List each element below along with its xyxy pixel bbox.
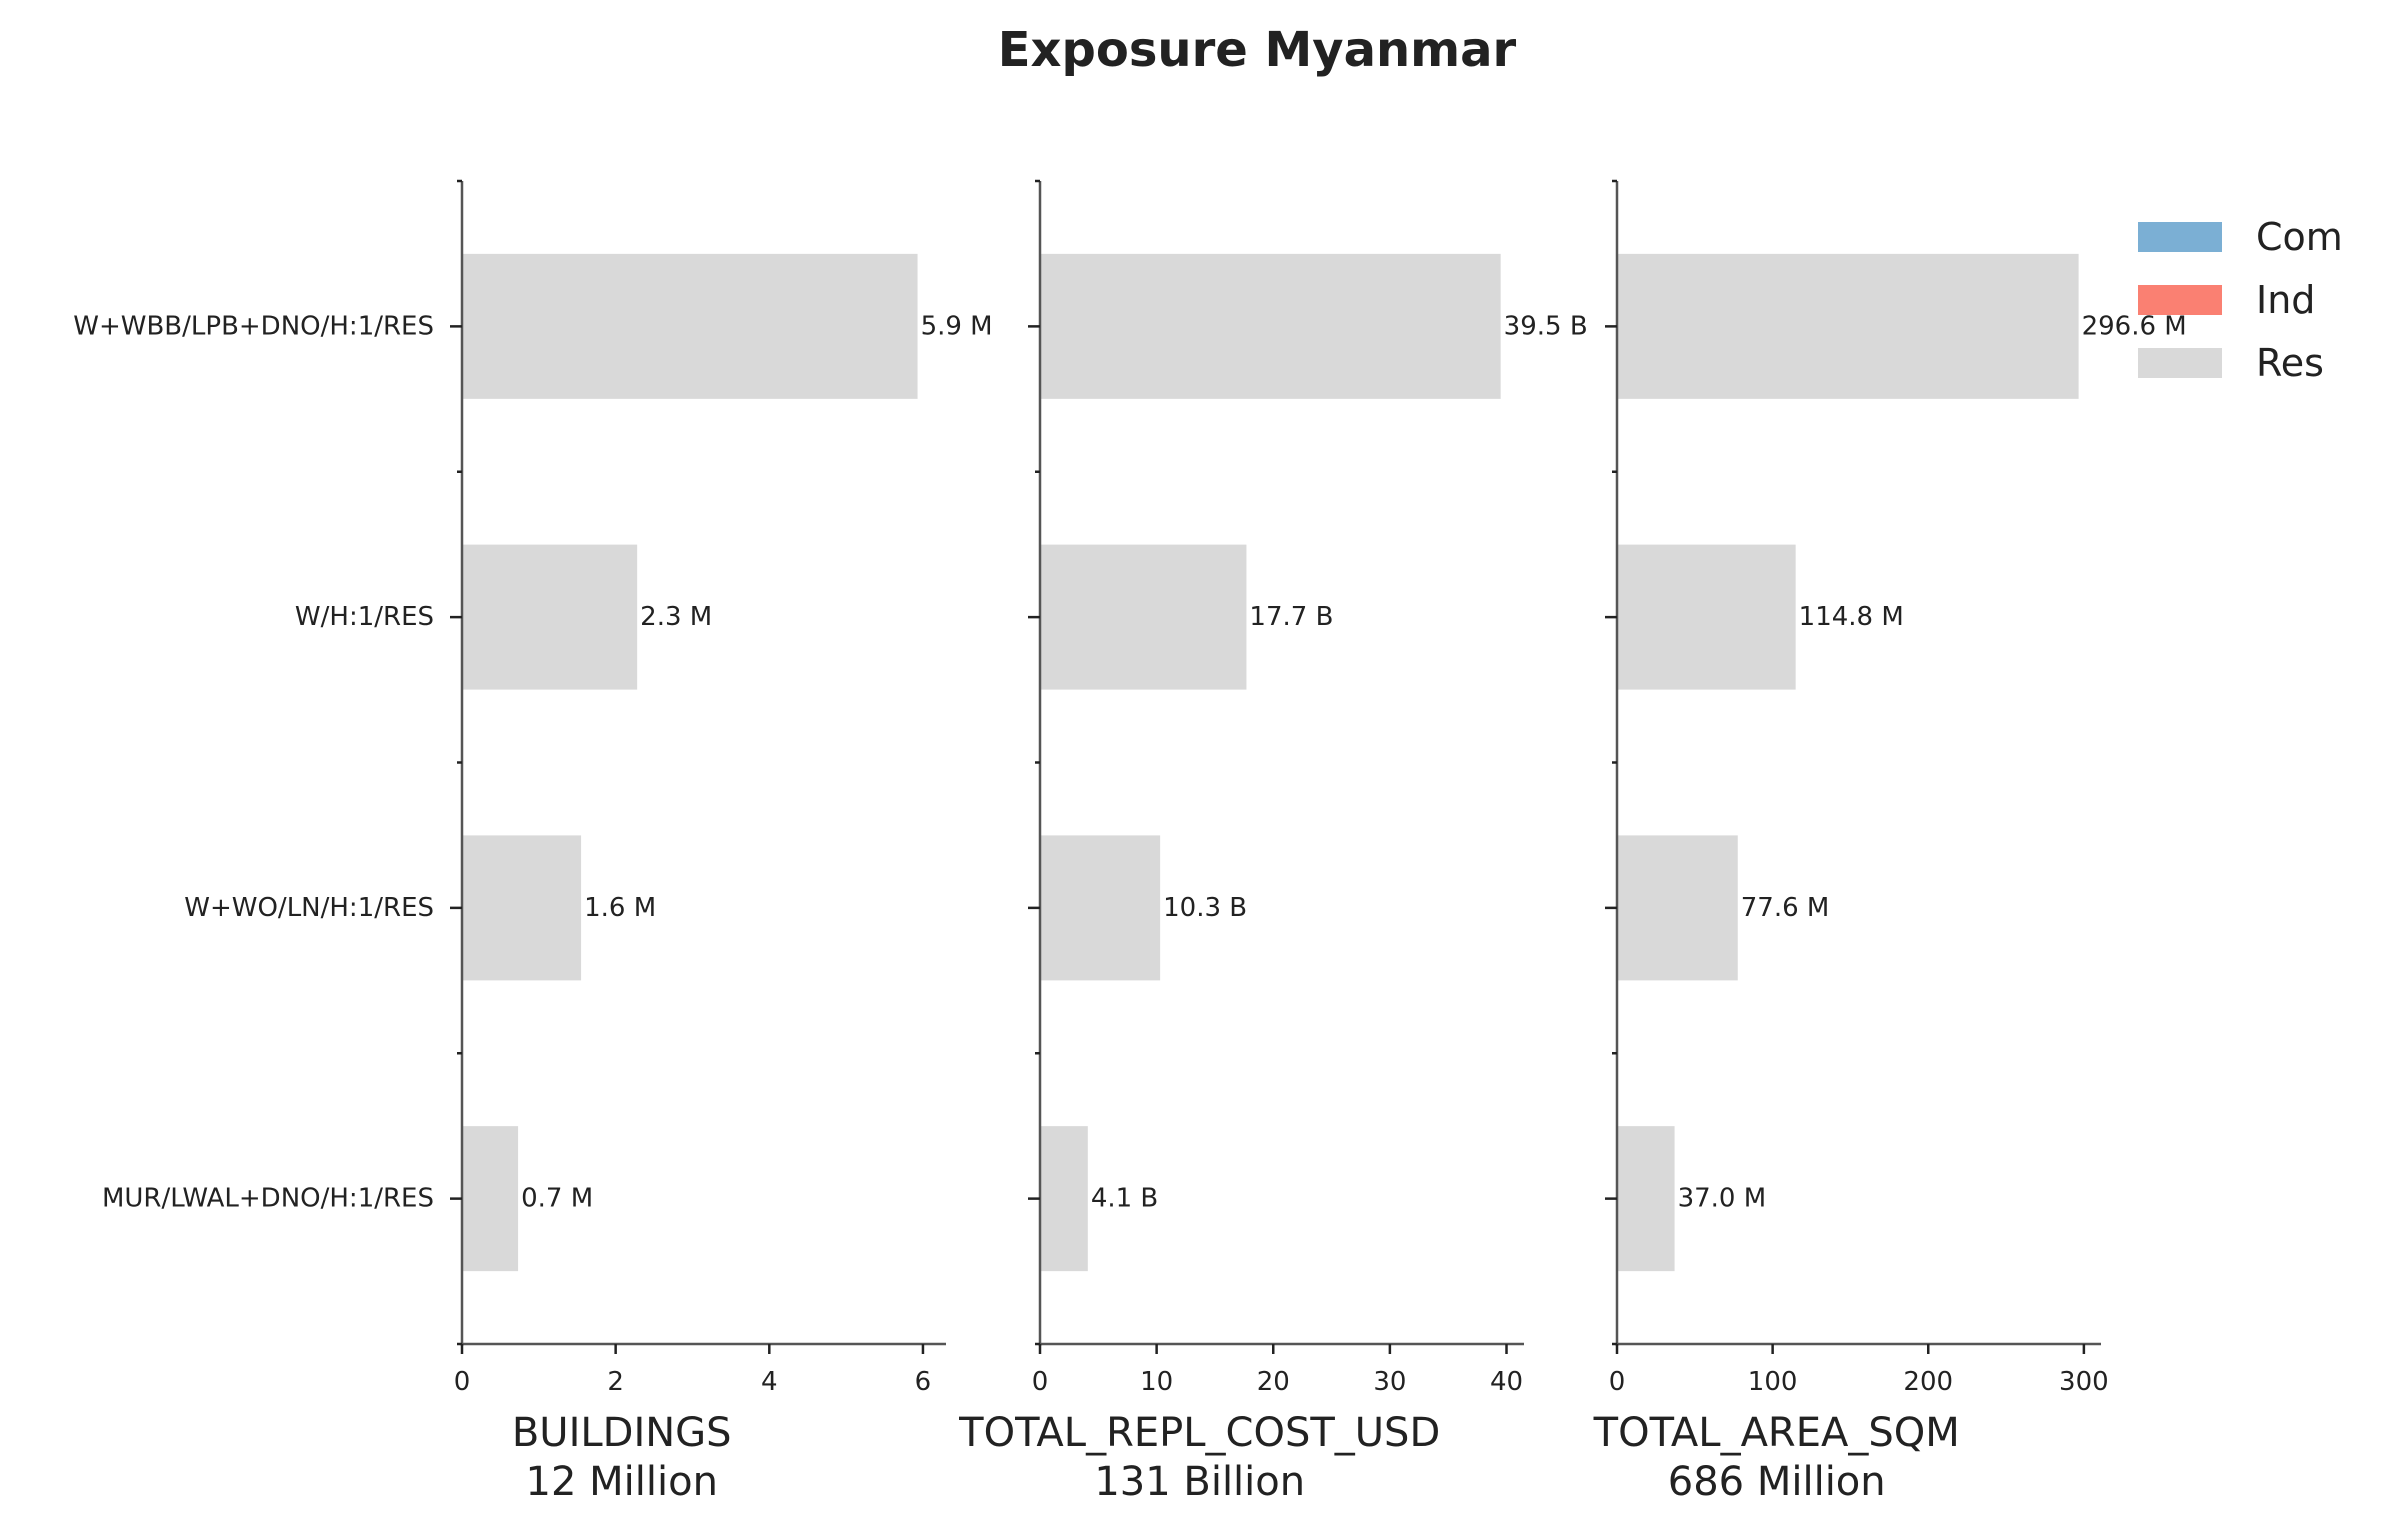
value-label: 2.3 M <box>640 602 712 632</box>
panel-3: 296.6 M 114.8 M 77.6 M 37.0 M 0 100 200 300 TOTA… <box>1593 179 2187 1505</box>
bar-1-3 <box>462 835 582 981</box>
legend: Com Ind Res <box>2138 215 2343 385</box>
x-axis-label: TOTAL_REPL_COST_USD <box>958 1410 1440 1456</box>
x-axis-sublabel: 131 Billion <box>1094 1459 1305 1505</box>
category-label: W+WO/LN/H:1/RES <box>184 893 434 923</box>
bar-3-1 <box>1617 253 2079 399</box>
bar-3-2 <box>1617 544 1796 690</box>
x-tick-label: 300 <box>2059 1367 2109 1397</box>
legend-swatch-ind <box>2138 285 2222 315</box>
x-tick-label: 0 <box>454 1367 471 1397</box>
bar-2-1 <box>1040 253 1501 399</box>
bar-1-1 <box>462 253 918 399</box>
chart-title: Exposure Myanmar <box>998 22 1517 78</box>
bar-2-2 <box>1040 544 1247 690</box>
x-axis-sublabel: 12 Million <box>526 1459 718 1505</box>
value-label: 77.6 M <box>1741 893 1830 923</box>
value-label: 296.6 M <box>2082 311 2187 341</box>
x-axis-label: TOTAL_AREA_SQM <box>1593 1410 1960 1456</box>
value-label: 0.7 M <box>521 1184 593 1214</box>
legend-swatch-res <box>2138 348 2222 378</box>
x-tick-label: 0 <box>1032 1367 1049 1397</box>
legend-label-com: Com <box>2256 215 2343 259</box>
value-label: 4.1 B <box>1091 1184 1158 1214</box>
value-label: 10.3 B <box>1163 893 1247 923</box>
value-label: 114.8 M <box>1799 602 1904 632</box>
value-label: 1.6 M <box>584 893 656 923</box>
panel-2: 39.5 B 17.7 B 10.3 B 4.1 B 0 10 20 30 40 TOTAL_RE… <box>958 179 1588 1505</box>
panel-1: 5.9 M 2.3 M 1.6 M 0.7 M W+WBB/LPB+DNO/H:1/RE… <box>73 179 993 1505</box>
x-tick-label: 20 <box>1257 1367 1290 1397</box>
x-tick-label: 2 <box>607 1367 624 1397</box>
category-label: W+WBB/LPB+DNO/H:1/RES <box>73 311 434 341</box>
legend-label-res: Res <box>2256 341 2324 385</box>
bar-3-3 <box>1617 835 1738 981</box>
legend-label-ind: Ind <box>2256 278 2315 322</box>
value-label: 5.9 M <box>921 311 993 341</box>
bar-1-2 <box>462 544 638 690</box>
x-tick-label: 6 <box>915 1367 932 1397</box>
category-label: W/H:1/RES <box>295 602 434 632</box>
legend-swatch-com <box>2138 222 2222 252</box>
x-tick-label: 10 <box>1140 1367 1173 1397</box>
x-tick-label: 100 <box>1748 1367 1798 1397</box>
x-tick-label: 0 <box>1609 1367 1626 1397</box>
chart-panels: 5.9 M 2.3 M 1.6 M 0.7 M W+WBB/LPB+DNO/H:1/RE… <box>73 179 2187 1505</box>
category-label: MUR/LWAL+DNO/H:1/RES <box>102 1184 434 1214</box>
x-axis-sublabel: 686 Million <box>1668 1459 1886 1505</box>
bar-1-4 <box>462 1126 519 1272</box>
x-tick-label: 30 <box>1373 1367 1406 1397</box>
value-label: 17.7 B <box>1249 602 1333 632</box>
bar-2-3 <box>1040 835 1161 981</box>
value-label: 37.0 M <box>1678 1184 1767 1214</box>
x-tick-label: 40 <box>1490 1367 1523 1397</box>
bar-2-4 <box>1040 1126 1088 1272</box>
x-tick-label: 200 <box>1903 1367 1953 1397</box>
x-tick-label: 4 <box>761 1367 778 1397</box>
bar-3-4 <box>1617 1126 1675 1272</box>
x-axis-label: BUILDINGS <box>512 1410 732 1456</box>
value-label: 39.5 B <box>1504 311 1588 341</box>
